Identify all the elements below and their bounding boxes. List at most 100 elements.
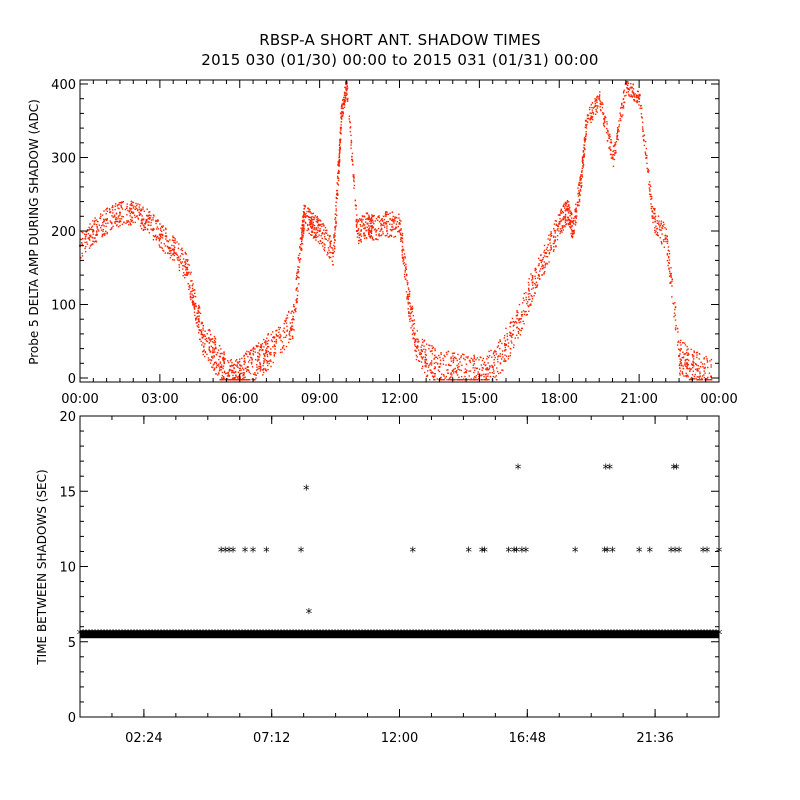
data-point: *: [571, 545, 579, 560]
data-point-scatter: [689, 369, 691, 371]
data-point-scatter: [334, 227, 337, 229]
data-point-scatter: [276, 329, 278, 332]
data-point-scatter: [93, 221, 96, 223]
data-point-scatter: [236, 376, 238, 378]
data-point-scatter: [570, 227, 572, 229]
data-point-scatter: [297, 266, 299, 268]
data-point-scatter: [492, 375, 495, 378]
data-point-scatter: [522, 310, 525, 312]
data-point-scatter: [129, 218, 132, 221]
data-point-scatter: [301, 224, 303, 226]
data-point-scatter: [449, 373, 452, 375]
data-point-scatter: [693, 378, 696, 380]
data-point-scatter: [687, 348, 689, 350]
data-point-scatter: [424, 365, 426, 367]
data-point-scatter: [236, 361, 239, 363]
data-point-scatter: [304, 205, 306, 208]
data-point-scatter: [564, 216, 566, 218]
data-point-scatter: [472, 364, 475, 367]
data-point-scatter: [632, 83, 634, 86]
data-point-scatter: [209, 333, 212, 336]
data-point-scatter: [650, 207, 653, 210]
data-point-scatter: [569, 212, 572, 215]
data-point-scatter: [298, 276, 300, 279]
data-point-scatter: [359, 219, 362, 221]
data-point-scatter: [158, 237, 160, 239]
data-point-scatter: [90, 244, 92, 246]
data-point-scatter: [384, 221, 386, 224]
data-point-scatter: [285, 345, 288, 348]
data-point: *: [478, 545, 486, 560]
data-point-scatter: [329, 242, 332, 245]
baseline-marker: *: [289, 628, 297, 643]
data-point-scatter: [103, 219, 105, 221]
data-point-scatter: [631, 95, 634, 97]
baseline-marker: *: [679, 628, 687, 643]
baseline-marker: *: [166, 628, 174, 643]
data-point-scatter: [202, 327, 204, 329]
data-point-scatter: [339, 127, 342, 130]
data-point-scatter: [279, 333, 281, 336]
data-point-scatter: [503, 360, 505, 362]
data-point-scatter: [368, 214, 370, 216]
data-point-scatter: [330, 247, 333, 249]
data-point-scatter: [243, 377, 245, 379]
data-point-scatter: [150, 228, 152, 230]
data-point-scatter: [423, 339, 426, 342]
data-point-scatter: [337, 172, 339, 174]
data-point-scatter: [569, 210, 572, 212]
data-point-scatter: [202, 350, 204, 353]
data-point-scatter: [509, 322, 512, 324]
data-point-scatter: [497, 372, 500, 375]
data-point-scatter: [454, 367, 456, 370]
data-point-scatter: [411, 305, 413, 308]
data-point-scatter: [652, 207, 655, 210]
data-point-scatter: [472, 379, 474, 381]
data-point-scatter: [87, 233, 90, 235]
data-point-scatter: [655, 233, 658, 236]
data-point-scatter: [356, 218, 358, 221]
data-point-scatter: [376, 219, 379, 221]
data-point-scatter: [637, 94, 639, 97]
data-point-scatter: [553, 235, 555, 238]
data-point-scatter: [217, 349, 220, 351]
data-point-scatter: [585, 127, 588, 129]
data-point-scatter: [242, 375, 244, 377]
data-point-scatter: [235, 371, 237, 373]
data-point-scatter: [179, 255, 182, 257]
data-point: [257, 358, 260, 361]
data-point-scatter: [146, 208, 148, 211]
data-point-scatter: [349, 121, 351, 124]
data-point-scatter: [119, 224, 121, 227]
data-point-scatter: [596, 101, 598, 103]
baseline-marker: *: [343, 628, 351, 643]
data-point-scatter: [538, 273, 540, 276]
data-point-scatter: [360, 220, 363, 222]
data-point-scatter: [499, 347, 501, 350]
data-point-scatter: [338, 170, 340, 173]
data-point-scatter: [545, 255, 547, 258]
data-point-scatter: [706, 359, 709, 362]
data-point-scatter: [505, 327, 507, 330]
data-point-scatter: [692, 364, 694, 367]
data-point-scatter: [119, 214, 121, 216]
data-point-scatter: [129, 204, 131, 206]
data-point-scatter: [452, 357, 454, 360]
data-point-scatter: [428, 344, 430, 346]
data-point-scatter: [632, 92, 634, 95]
data-point-scatter: [470, 378, 472, 380]
data-point-scatter: [709, 379, 712, 381]
data-point-scatter: [271, 340, 273, 343]
data-point-scatter: [565, 205, 567, 207]
data-point-scatter: [105, 225, 107, 228]
data-point-scatter: [475, 376, 477, 379]
data-point-scatter: [130, 211, 133, 214]
data-point: [201, 336, 204, 339]
data-point-scatter: [101, 233, 104, 236]
data-point-scatter: [666, 253, 669, 255]
data-point-scatter: [380, 223, 383, 226]
data-point-scatter: [506, 333, 508, 335]
data-point-scatter: [196, 321, 198, 324]
data-point-scatter: [528, 298, 530, 301]
data-point-scatter: [250, 363, 253, 365]
